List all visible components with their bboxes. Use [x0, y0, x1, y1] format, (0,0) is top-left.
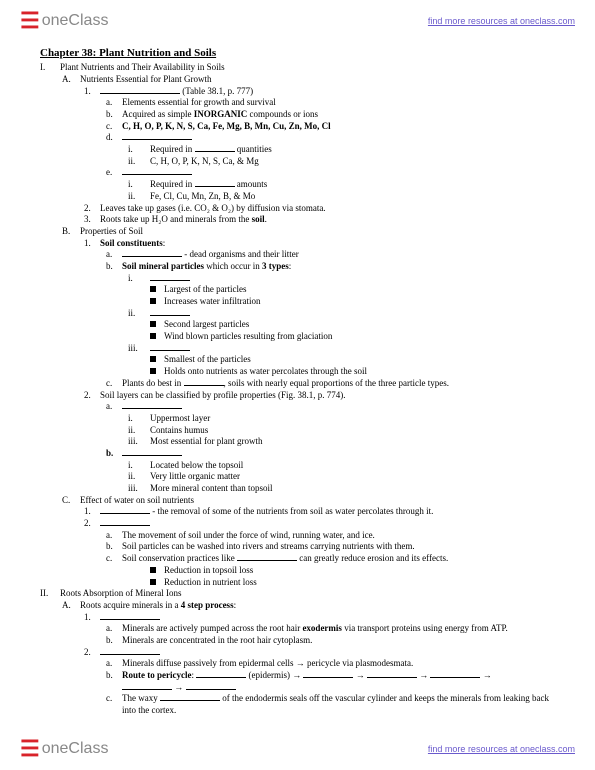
logo: ☰ oneClass — [20, 8, 108, 34]
logo-icon-footer: ☰ — [20, 736, 40, 762]
sec-I: Plant Nutrients and Their Availability i… — [60, 62, 555, 74]
bottom-bar: ☰ oneClass find more resources at onecla… — [0, 728, 595, 770]
find-more-link[interactable]: find more resources at oneclass.com — [428, 16, 575, 26]
chapter-title: Chapter 38: Plant Nutrition and Soils — [40, 46, 555, 60]
find-more-link-footer[interactable]: find more resources at oneclass.com — [428, 744, 575, 754]
top-bar: ☰ oneClass find more resources at onecla… — [0, 0, 595, 42]
sec-II: Roots Absorption of Mineral Ions — [60, 588, 555, 600]
document-body: Chapter 38: Plant Nutrition and Soils I.… — [0, 42, 595, 717]
logo-icon: ☰ — [20, 8, 40, 34]
logo-text: oneClass — [42, 12, 109, 30]
sec-IA: Nutrients Essential for Plant Growth — [80, 74, 555, 86]
logo-footer: ☰ oneClass — [20, 736, 108, 762]
